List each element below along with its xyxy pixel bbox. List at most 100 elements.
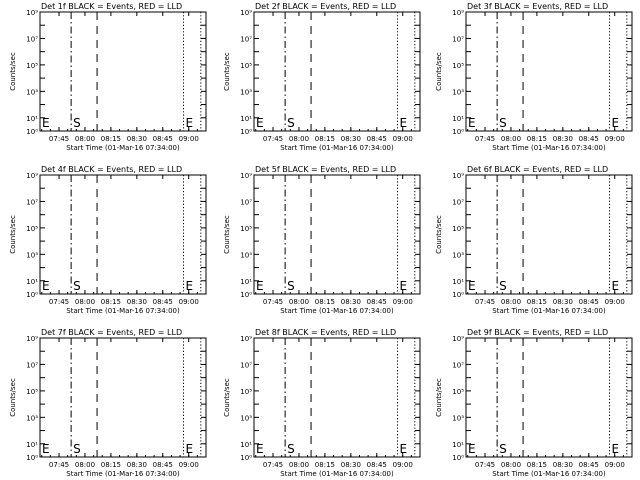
y-tick-label: 10⁹ bbox=[452, 335, 464, 343]
y-tick-label: 10³ bbox=[452, 88, 464, 96]
y-tick-label: 10⁵ bbox=[240, 62, 252, 70]
x-tick-label: 09:00 bbox=[393, 135, 413, 143]
y-tick-label: 10⁵ bbox=[26, 225, 38, 233]
marker-label: S bbox=[287, 279, 295, 293]
x-tick-label: 08:00 bbox=[75, 298, 95, 306]
y-tick-label: 10³ bbox=[240, 88, 252, 96]
y-tick-label: 10⁵ bbox=[452, 225, 464, 233]
y-tick-label: 10⁰ bbox=[240, 128, 252, 136]
y-tick-label: 10³ bbox=[240, 251, 252, 259]
y-tick-label: 10³ bbox=[452, 414, 464, 422]
plot-frame bbox=[39, 337, 207, 458]
marker-label: S bbox=[499, 279, 507, 293]
y-tick-label: 10⁵ bbox=[26, 388, 38, 396]
chart-title: Det 7f BLACK = Events, RED = LLD bbox=[41, 328, 182, 337]
x-tick-label: 08:30 bbox=[553, 461, 573, 469]
x-tick-label: 08:30 bbox=[127, 135, 147, 143]
x-tick-label: 08:15 bbox=[315, 461, 335, 469]
y-tick-label: 10⁷ bbox=[240, 198, 252, 206]
x-tick-label: 09:00 bbox=[605, 298, 625, 306]
y-axis-label: Counts/sec bbox=[223, 215, 231, 254]
marker-label: S bbox=[499, 116, 507, 130]
x-tick-label: 08:00 bbox=[75, 135, 95, 143]
y-tick-label: 10⁹ bbox=[452, 9, 464, 17]
x-tick-label: 08:15 bbox=[315, 298, 335, 306]
x-axis-label: Start Time (01-Mar-16 07:34:00) bbox=[280, 470, 394, 478]
x-tick-label: 08:00 bbox=[75, 461, 95, 469]
y-tick-label: 10⁹ bbox=[26, 172, 38, 180]
x-axis-label: Start Time (01-Mar-16 07:34:00) bbox=[492, 470, 606, 478]
chart-panel-6: Det 6f BLACK = Events, RED = LLD E S E 10⁰ 10… bbox=[435, 165, 633, 315]
x-tick-label: 08:45 bbox=[153, 298, 173, 306]
x-tick-label: 08:00 bbox=[501, 135, 521, 143]
x-tick-label: 08:45 bbox=[367, 298, 387, 306]
x-axis-label: Start Time (01-Mar-16 07:34:00) bbox=[66, 307, 180, 315]
y-tick-label: 10⁹ bbox=[240, 335, 252, 343]
y-axis-label: Counts/sec bbox=[435, 215, 443, 254]
marker-label: E bbox=[468, 279, 476, 293]
y-tick-label: 10¹ bbox=[452, 441, 464, 449]
x-axis-label: Start Time (01-Mar-16 07:34:00) bbox=[492, 144, 606, 152]
marker-label: E bbox=[42, 442, 50, 456]
y-tick-label: 10⁹ bbox=[240, 172, 252, 180]
x-tick-label: 08:30 bbox=[341, 461, 361, 469]
x-tick-label: 08:00 bbox=[501, 298, 521, 306]
x-tick-label: 07:45 bbox=[475, 135, 495, 143]
y-tick-label: 10¹ bbox=[240, 441, 252, 449]
marker-label: E bbox=[256, 116, 264, 130]
y-tick-label: 10¹ bbox=[452, 115, 464, 123]
chart-panel-3: Det 3f BLACK = Events, RED = LLD E S E 10⁰ 10… bbox=[435, 2, 633, 152]
y-tick-label: 10⁰ bbox=[452, 291, 464, 299]
marker-label: E bbox=[400, 279, 408, 293]
x-tick-label: 08:45 bbox=[579, 135, 599, 143]
y-tick-label: 10⁹ bbox=[452, 172, 464, 180]
chart-panel-9: Det 9f BLACK = Events, RED = LLD E S E 10⁰ 10… bbox=[435, 328, 633, 478]
y-tick-label: 10⁷ bbox=[452, 35, 464, 43]
y-tick-label: 10¹ bbox=[26, 441, 38, 449]
marker-label: E bbox=[468, 442, 476, 456]
x-tick-label: 09:00 bbox=[393, 461, 413, 469]
chart-panel-8: Det 8f BLACK = Events, RED = LLD E S E 10⁰ 10… bbox=[223, 328, 421, 478]
y-tick-label: 10⁰ bbox=[26, 454, 38, 462]
y-axis-label: Counts/sec bbox=[9, 215, 17, 254]
plot-frame bbox=[39, 174, 207, 295]
y-tick-label: 10³ bbox=[26, 251, 38, 259]
y-tick-label: 10⁵ bbox=[240, 388, 252, 396]
chart-panel-1: Det 1f BLACK = Events, RED = LLD E S E 10⁰ 10… bbox=[9, 2, 207, 152]
chart-panel-2: Det 2f BLACK = Events, RED = LLD E S E 10⁰ 10… bbox=[223, 2, 421, 152]
y-tick-label: 10³ bbox=[240, 414, 252, 422]
marker-label: S bbox=[73, 442, 81, 456]
y-tick-label: 10⁹ bbox=[26, 335, 38, 343]
x-tick-label: 09:00 bbox=[179, 298, 199, 306]
marker-label: E bbox=[42, 116, 50, 130]
x-tick-label: 07:45 bbox=[49, 135, 69, 143]
y-axis-label: Counts/sec bbox=[223, 378, 231, 417]
y-tick-label: 10⁷ bbox=[240, 35, 252, 43]
y-axis-label: Counts/sec bbox=[435, 52, 443, 91]
y-tick-label: 10⁰ bbox=[452, 128, 464, 136]
marker-label: E bbox=[186, 279, 194, 293]
marker-label: E bbox=[186, 116, 194, 130]
x-tick-label: 08:15 bbox=[527, 135, 547, 143]
y-axis-label: Counts/sec bbox=[223, 52, 231, 91]
y-tick-label: 10⁰ bbox=[452, 454, 464, 462]
chart-title: Det 6f BLACK = Events, RED = LLD bbox=[467, 165, 608, 174]
x-tick-label: 09:00 bbox=[605, 461, 625, 469]
x-tick-label: 08:45 bbox=[367, 461, 387, 469]
marker-label: E bbox=[42, 279, 50, 293]
x-axis-label: Start Time (01-Mar-16 07:34:00) bbox=[66, 144, 180, 152]
x-tick-label: 07:45 bbox=[475, 461, 495, 469]
x-tick-label: 09:00 bbox=[605, 135, 625, 143]
y-tick-label: 10⁰ bbox=[240, 454, 252, 462]
marker-label: E bbox=[256, 279, 264, 293]
x-axis-label: Start Time (01-Mar-16 07:34:00) bbox=[492, 307, 606, 315]
marker-label: E bbox=[612, 279, 620, 293]
x-tick-label: 08:15 bbox=[101, 135, 121, 143]
x-tick-label: 07:45 bbox=[263, 461, 283, 469]
y-tick-label: 10¹ bbox=[240, 115, 252, 123]
plot-frame bbox=[253, 11, 421, 132]
y-tick-label: 10³ bbox=[26, 88, 38, 96]
y-axis-label: Counts/sec bbox=[9, 52, 17, 91]
y-tick-label: 10⁷ bbox=[452, 361, 464, 369]
